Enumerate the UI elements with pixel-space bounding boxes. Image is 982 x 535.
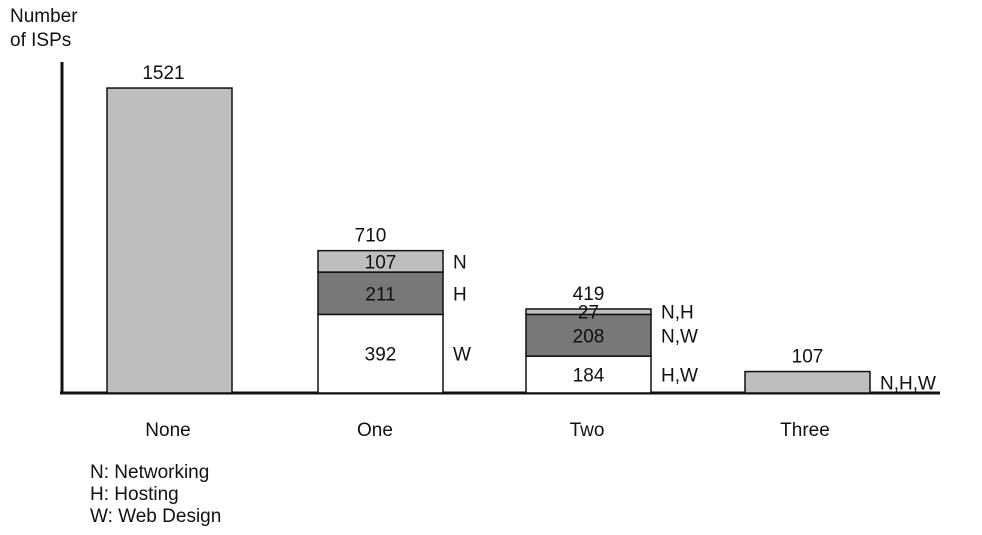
bar-segment xyxy=(317,313,444,394)
segment-category-label: H,W xyxy=(661,366,698,387)
segment-category-label: H xyxy=(453,284,467,305)
segment-category-label: N xyxy=(453,252,467,273)
x-tick-label: None xyxy=(145,420,190,441)
x-tick-label: One xyxy=(357,420,393,441)
segment-value-label: 27 xyxy=(578,303,599,324)
legend-item-hosting: H: Hosting xyxy=(90,484,179,505)
y-axis-label: of ISPs xyxy=(10,30,71,51)
segment-value-label: 208 xyxy=(573,326,605,347)
bar-segment xyxy=(317,249,444,273)
bar-segment xyxy=(525,308,652,316)
segment-value-label: 107 xyxy=(365,252,397,273)
bar-total-label: 710 xyxy=(355,226,387,247)
bar-segment xyxy=(744,370,871,394)
bar-total-label: 419 xyxy=(573,284,605,305)
segment-category-label: N,H xyxy=(661,303,694,324)
segment-category-label: N,H,W xyxy=(880,373,936,394)
bar-total-label: 107 xyxy=(792,347,824,368)
segment-category-label: N,W xyxy=(661,326,698,347)
bar-segment xyxy=(106,87,233,394)
bar-total-label: 1521 xyxy=(142,63,184,84)
segment-value-label: 211 xyxy=(365,284,395,305)
legend-item-networking: N: Networking xyxy=(90,462,210,483)
legend-item-web-design: W: Web Design xyxy=(90,506,222,527)
segment-value-label: 184 xyxy=(573,366,605,387)
chart-legend: N: Networking H: Hosting W: Web Design xyxy=(90,462,221,528)
x-tick-label: Two xyxy=(570,420,605,441)
y-axis-label: Number xyxy=(10,6,78,27)
segment-category-label: W xyxy=(453,345,471,366)
segment-value-label: 392 xyxy=(365,345,397,366)
x-tick-label: Three xyxy=(780,420,830,441)
